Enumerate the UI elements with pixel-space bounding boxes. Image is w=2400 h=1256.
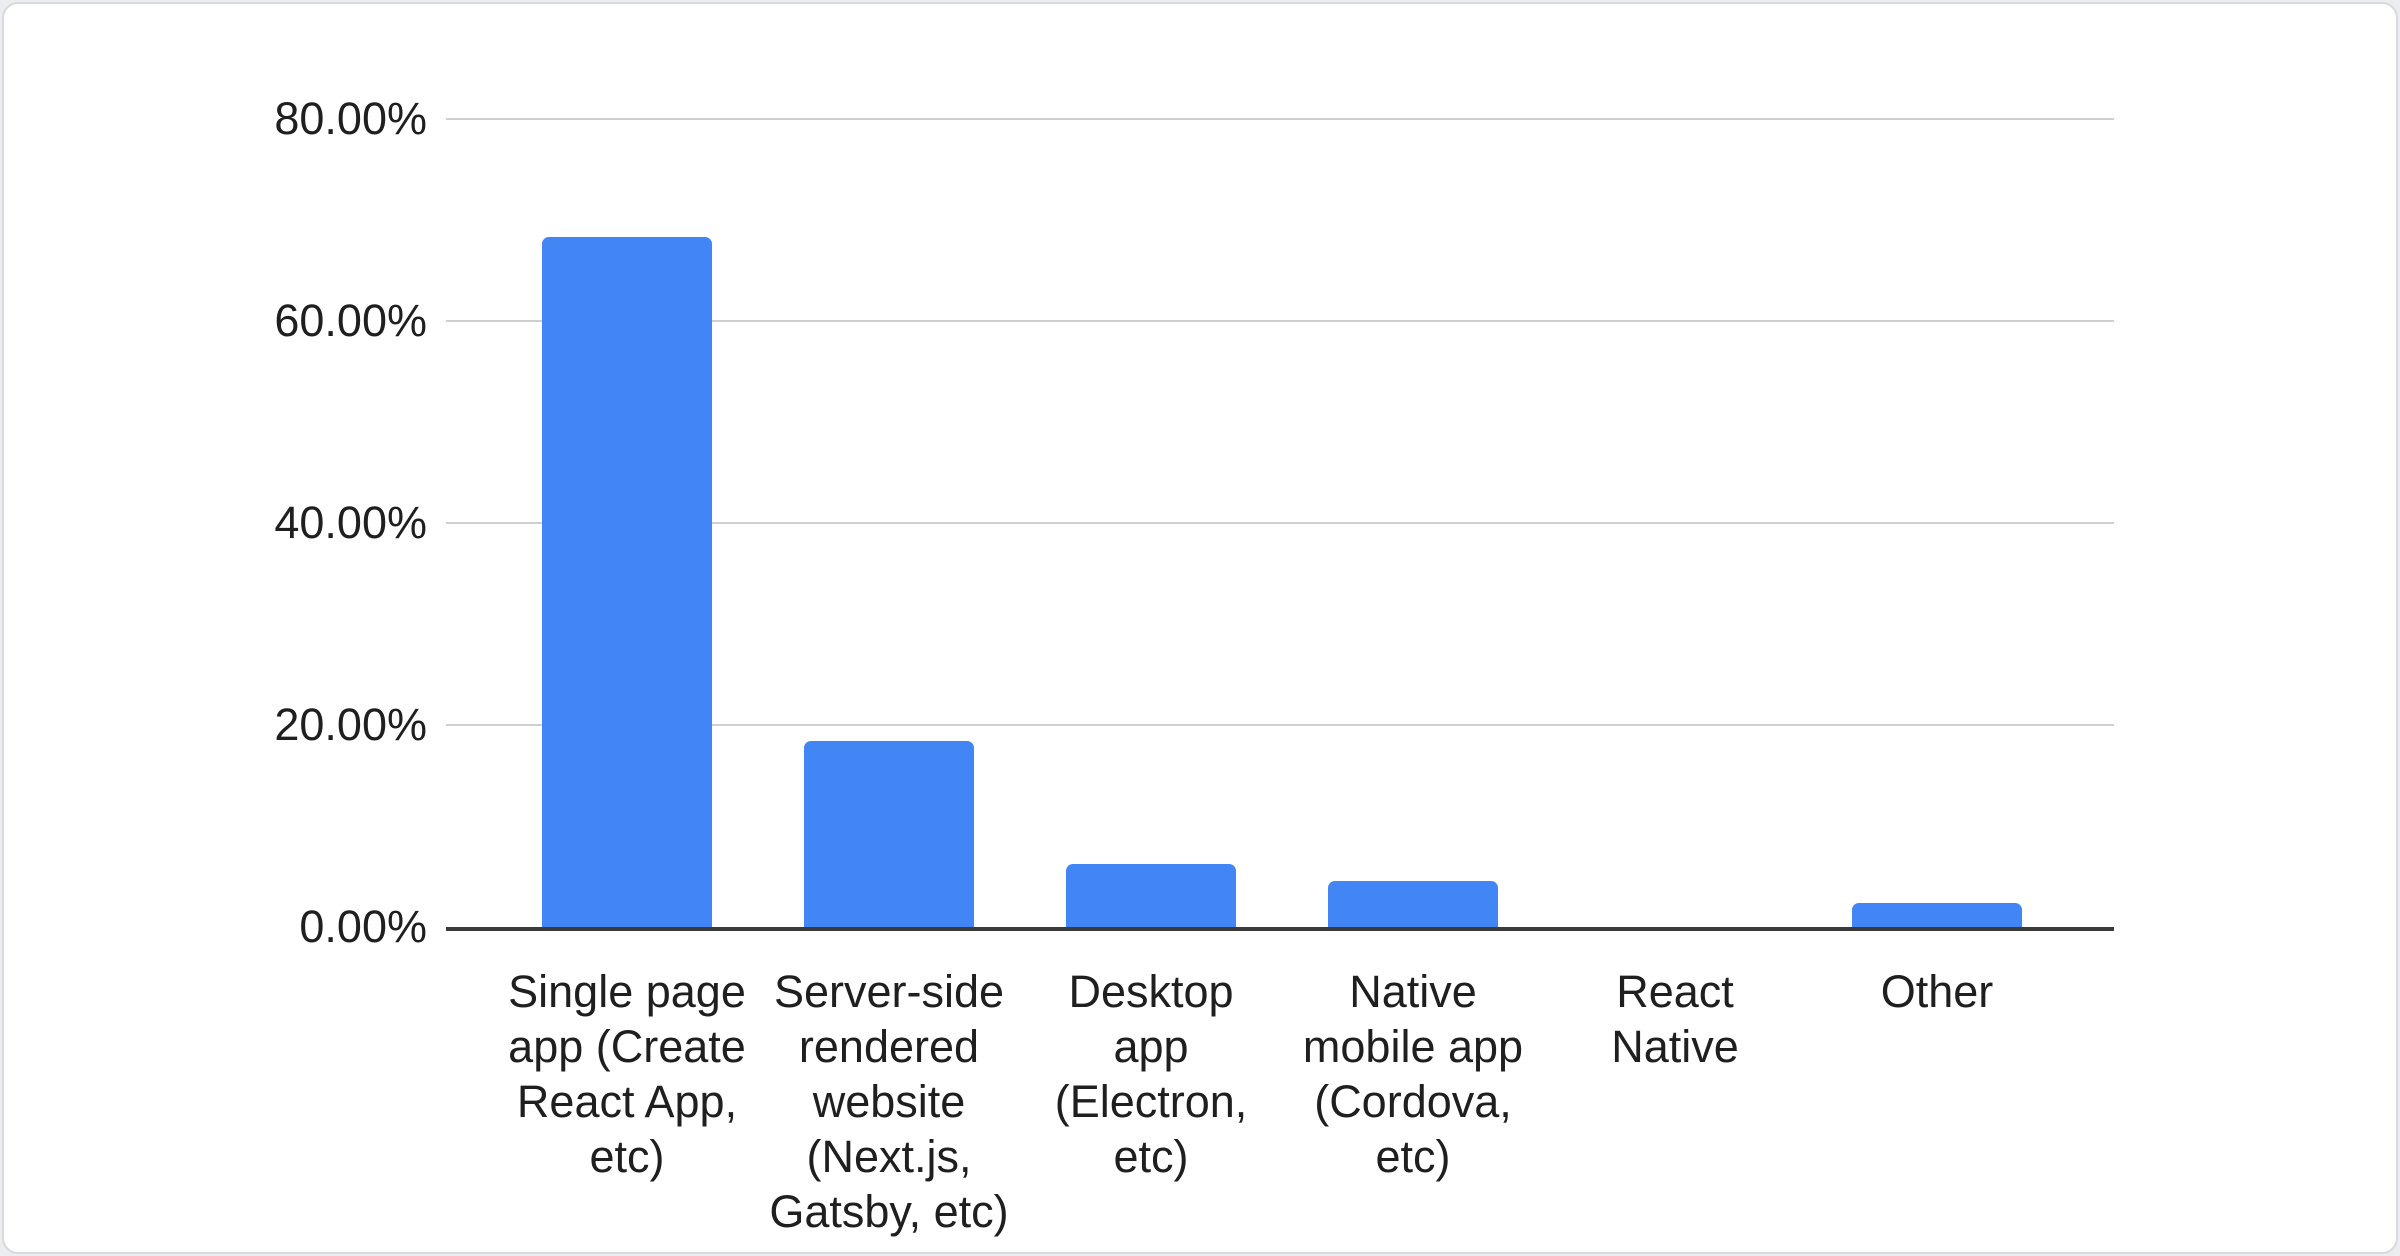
x-axis-category-label: React Native <box>1611 966 1739 1072</box>
y-axis-tick-label: 40.00% <box>274 497 427 548</box>
y-axis: 80.00% 60.00% 40.00% 20.00% 0.00% <box>4 4 427 1252</box>
x-axis-category-label: Native mobile app (Cordova, etc) <box>1302 966 1524 1182</box>
y-axis-tick-label: 20.00% <box>274 699 427 750</box>
bar-slot <box>1282 119 1544 927</box>
gridline <box>446 320 2114 322</box>
bar-slot <box>758 119 1020 927</box>
bar-1 <box>542 237 712 927</box>
y-axis-tick-label: 60.00% <box>274 295 427 346</box>
gridline <box>446 118 2114 120</box>
bar-slot <box>1806 119 2068 927</box>
bar-3 <box>1066 864 1236 927</box>
y-axis-tick-label: 80.00% <box>274 93 427 144</box>
x-axis-category-label: Other <box>1880 966 1994 1017</box>
gridline <box>446 522 2114 524</box>
bar-4 <box>1328 881 1498 927</box>
bar-slot <box>1020 119 1282 927</box>
bar-2 <box>804 741 974 927</box>
y-axis-tick-label: 0.00% <box>299 901 427 952</box>
bar-6 <box>1852 903 2022 927</box>
plot-area <box>446 118 2114 931</box>
bars-row <box>496 119 2068 927</box>
x-axis-category-label: Desktop app (Electron, etc) <box>1054 966 1248 1182</box>
bar-slot <box>496 119 758 927</box>
x-axis-category-label: Single page app (Create React App, etc) <box>508 966 746 1182</box>
x-axis-category-label: Server-side rendered website (Next.js, G… <box>769 966 1009 1237</box>
bar-chart: 80.00% 60.00% 40.00% 20.00% 0.00% Single pag… <box>4 4 2396 1252</box>
x-axis: Single page app (Create React App, etc) S… <box>496 964 2068 1239</box>
gridline <box>446 724 2114 726</box>
bar-slot <box>1544 119 1806 927</box>
